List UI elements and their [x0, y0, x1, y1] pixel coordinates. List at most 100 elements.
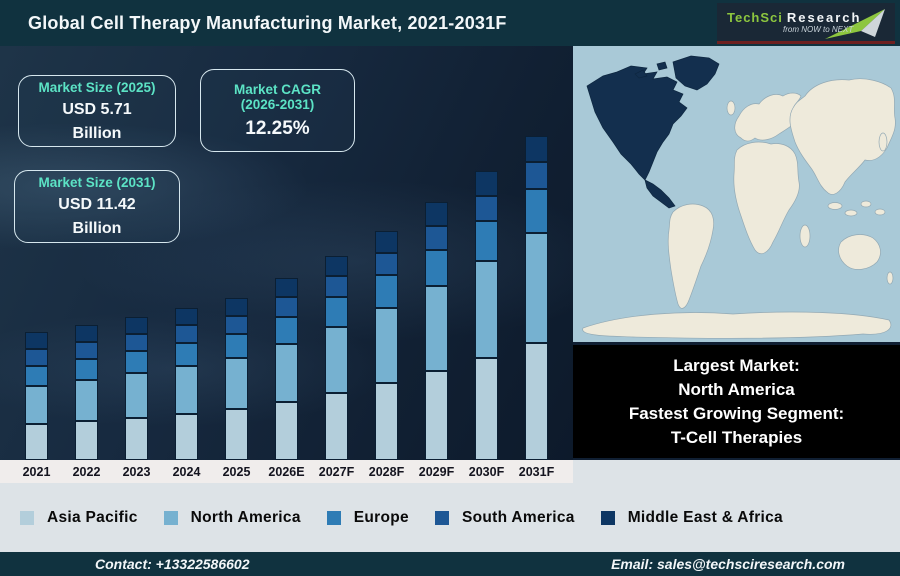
bar-segment: [425, 225, 448, 250]
bar-segment: [475, 261, 498, 359]
bar-segment: [475, 358, 498, 460]
chart-legend: Asia Pacific North America Europe South Ame…: [0, 483, 900, 552]
footer-contact: Contact: +13322586602: [95, 556, 250, 572]
callout-line-4: T-Cell Therapies: [670, 428, 803, 447]
techsci-logo: TechSci Research from NOW to NEXT: [717, 3, 895, 44]
stacked-bar-2028F: [375, 230, 398, 460]
axis-tick-label: 2027F: [318, 464, 355, 479]
bar-segment: [25, 424, 48, 460]
market-cagr-value: 12.25%: [245, 117, 310, 139]
chart-footer-area: 2021 2022 2023 2024 2025 2026E 2027F 2028F 2029F…: [0, 460, 900, 552]
axis-tick-label: 2031F: [518, 464, 555, 479]
axis-tick-label: 2028F: [368, 464, 405, 479]
bar-segment: [175, 343, 198, 367]
bar-segment: [225, 315, 248, 334]
bar-segment: [325, 297, 348, 327]
market-size-2025-title: Market Size (2025): [38, 79, 156, 95]
bar-segment: [375, 252, 398, 276]
bar-segment: [225, 409, 248, 460]
market-size-2031-title: Market Size (2031): [38, 175, 156, 190]
legend-item: Middle East & Africa: [600, 509, 783, 527]
bar-segment: [275, 297, 298, 317]
bar-segment: [25, 385, 48, 425]
bar-segment: [375, 307, 398, 383]
callout-line-1: Largest Market:: [673, 356, 800, 375]
axis-tick-label: 2029F: [418, 464, 455, 479]
axis-tick-label: 2023: [122, 464, 151, 479]
axis-tick-label: 2025: [222, 464, 251, 479]
bar-segment: [275, 278, 298, 298]
market-cagr-title-line2: (2026-2031): [240, 96, 315, 112]
bar-segment: [75, 358, 98, 381]
stacked-bar-2027F: [325, 255, 348, 460]
legend-label: Asia Pacific: [47, 508, 138, 526]
bar-segment: [525, 189, 548, 234]
bar-segment: [125, 351, 148, 374]
bar-segment: [425, 249, 448, 286]
callout-line-3: Fastest Growing Segment:: [628, 404, 845, 423]
map-continents: [582, 78, 896, 339]
axis-tick-label: 2022: [72, 464, 101, 479]
legend-label: North America: [190, 508, 301, 526]
axis-tick-label: 2030F: [468, 464, 505, 479]
header-bar: Global Cell Therapy Manufacturing Market…: [0, 0, 900, 46]
bar-segment: [325, 255, 348, 277]
stacked-bar-2023: [125, 316, 148, 460]
bar-segment: [275, 343, 298, 402]
bar-segment: [25, 331, 48, 349]
logo-arrow-icon: [825, 9, 885, 39]
bar-segment: [475, 195, 498, 222]
stacked-bar-2030F: [475, 171, 498, 460]
bar-segment: [375, 275, 398, 308]
bar-segment: [475, 221, 498, 262]
bar-segment: [25, 348, 48, 366]
bar-segment: [175, 366, 198, 414]
footer-bar: Contact: +13322586602 Email: sales@techs…: [0, 552, 900, 576]
stacked-bar-2022: [75, 325, 98, 460]
bar-segment: [375, 383, 398, 460]
bar-segment: [425, 202, 448, 226]
bar-segment: [525, 343, 548, 460]
legend-item: Asia Pacific: [20, 509, 138, 527]
market-callout-box: Largest Market: North America Fastest Gr…: [573, 345, 900, 458]
bar-segment: [325, 393, 348, 460]
stacked-bar-2026E: [275, 278, 298, 460]
legend-label: Europe: [353, 508, 409, 526]
market-size-2025-box: Market Size (2025) USD 5.71 Billion: [18, 75, 176, 147]
axis-tick-label: 2026E: [268, 464, 305, 479]
legend-swatch: [600, 510, 615, 525]
bar-segment: [525, 233, 548, 344]
world-map-svg: [573, 46, 900, 342]
bar-segment: [175, 413, 198, 460]
bar-segment: [425, 285, 448, 372]
market-size-2031-box: Market Size (2031) USD 11.42 Billion: [14, 170, 180, 243]
logo-brand2-text: Research: [786, 10, 862, 25]
x-axis-labels: 2021 2022 2023 2024 2025 2026E 2027F 2028F 2029F…: [0, 460, 573, 483]
bar-segment: [275, 401, 298, 460]
callout-line-2: North America: [678, 380, 795, 399]
footer-email: Email: sales@techsciresearch.com: [611, 556, 845, 572]
market-size-2031-unit: Billion: [72, 220, 122, 237]
bar-segment: [75, 380, 98, 422]
market-size-2025-value: USD 5.71: [62, 100, 132, 118]
logo-brand-text: TechSci: [727, 10, 783, 25]
bar-segment: [525, 161, 548, 190]
bars-plot-area: [0, 46, 573, 460]
bar-segment: [225, 297, 248, 316]
bar-segment: [225, 333, 248, 359]
bar-segment: [75, 421, 98, 460]
bar-segment: [125, 373, 148, 418]
map-north-america-highlight: [586, 55, 720, 209]
bar-segment: [325, 276, 348, 298]
bar-segment: [225, 358, 248, 410]
stacked-bar-2024: [175, 307, 198, 460]
logo-wordmark: TechSci Research: [727, 10, 895, 25]
axis-tick-label: 2021: [22, 464, 51, 479]
bar-segment: [75, 325, 98, 342]
bar-segment: [125, 316, 148, 334]
stacked-bar-2031F: [525, 136, 548, 460]
bar-segment: [125, 333, 148, 352]
bar-segment: [475, 171, 498, 196]
legend-item: South America: [434, 509, 575, 527]
